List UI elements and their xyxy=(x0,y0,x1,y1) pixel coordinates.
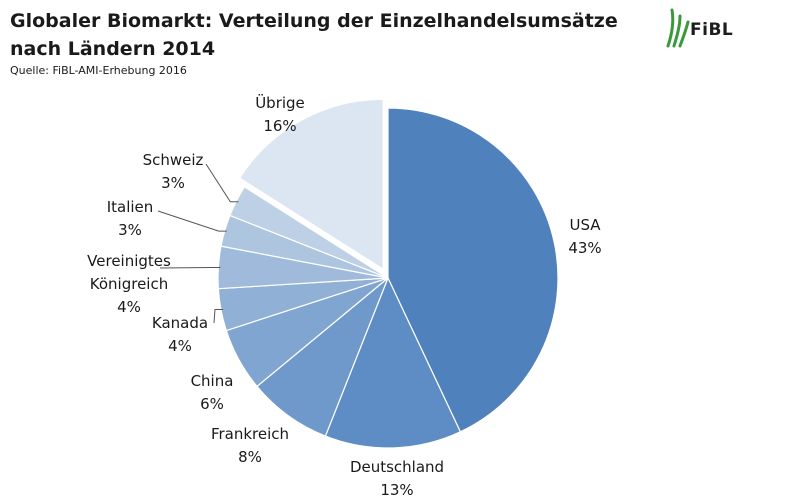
pie-label-italien: Italien 3% xyxy=(107,198,154,239)
pie-label-china: China 6% xyxy=(191,372,234,413)
leader-line-kanada xyxy=(213,308,223,324)
pie-label-kanada: Kanada 4% xyxy=(152,314,208,355)
leader-line-vereinigtes-koenigreich xyxy=(159,266,221,269)
leader-line-italien xyxy=(157,210,227,232)
logo-leaf-3 xyxy=(678,20,690,48)
pie-label-uebrige: Übrige 16% xyxy=(255,93,305,135)
pie-slice-usa xyxy=(387,107,559,433)
pie-slice-uebrige xyxy=(238,98,384,271)
logo-leaf-1 xyxy=(666,8,675,48)
pie-slice-deutschland xyxy=(324,276,462,449)
fibl-logo-icon xyxy=(666,8,690,48)
pie-label-usa: USA 43% xyxy=(568,216,601,257)
pie-label-deutschland: Deutschland 13% xyxy=(350,458,444,499)
fibl-logo-text: FiBL xyxy=(690,20,734,40)
leader-line-schweiz xyxy=(205,163,239,203)
pie-slice-schweiz xyxy=(229,186,389,279)
chart-source: Quelle: FiBL-AMI-Erhebung 2016 xyxy=(10,64,187,77)
chart-title: Globaler Biomarkt: Verteilung der Einzel… xyxy=(10,10,618,60)
pie-label-schweiz: Schweiz 3% xyxy=(143,151,204,192)
pie-label-vereinigtes-koenigreich: Vereinigtes Königreich 4% xyxy=(87,252,171,316)
logo-leaf-2 xyxy=(672,14,682,48)
pie-label-frankreich: Frankreich 8% xyxy=(211,425,289,466)
